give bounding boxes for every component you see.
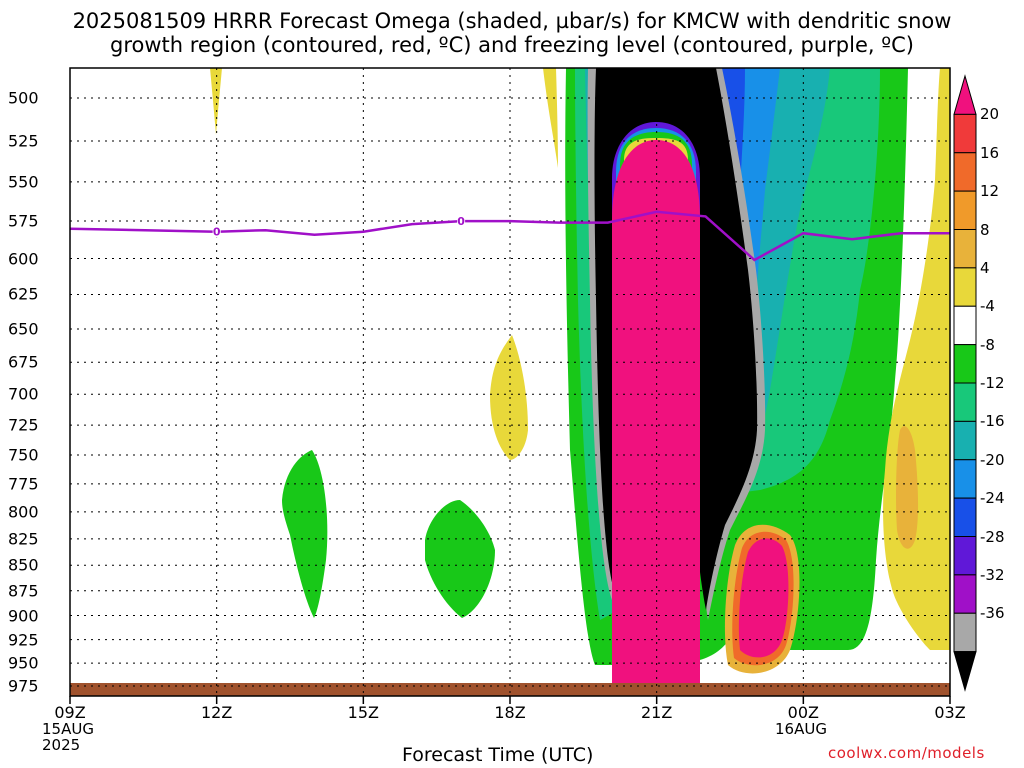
colorbar-swatch bbox=[953, 420, 977, 461]
y-tick-label: 800 bbox=[8, 502, 39, 522]
y-tick-label: 775 bbox=[8, 474, 39, 494]
y-tick-label: 900 bbox=[8, 606, 39, 626]
y-tick-label: 500 bbox=[8, 88, 39, 108]
x-subtick-year: 2025 bbox=[42, 736, 81, 754]
x-subtick-00z: 16AUG bbox=[775, 721, 827, 737]
colorbar-tick-label: -32 bbox=[980, 565, 1005, 584]
y-tick-label: 575 bbox=[8, 211, 39, 231]
x-subtick-09z: 15AUG 2025 bbox=[42, 721, 94, 753]
colorbar-swatch bbox=[953, 497, 977, 537]
x-tick-label: 21Z bbox=[640, 703, 673, 722]
x-subtick-date: 16AUG bbox=[775, 720, 827, 738]
colorbar-swatch bbox=[953, 536, 977, 576]
colorbar-swatch bbox=[953, 190, 977, 230]
colorbar-swatch bbox=[953, 651, 977, 692]
y-tick-label: 975 bbox=[8, 676, 39, 696]
y-tick-label: 525 bbox=[8, 131, 39, 151]
x-tick-label: 03Z bbox=[934, 703, 966, 722]
colorbar-tick-label: 12 bbox=[980, 182, 1000, 201]
x-tick-label: 15Z bbox=[347, 703, 379, 722]
y-tick-label: 650 bbox=[8, 319, 39, 339]
omega-shading bbox=[70, 68, 950, 696]
y-tick-label: 700 bbox=[8, 384, 39, 404]
colorbar-tick-label: -8 bbox=[980, 335, 995, 354]
colorbar-tick-label: 8 bbox=[980, 220, 990, 239]
colorbar-tick-label: -12 bbox=[980, 374, 1005, 392]
x-tick-label: 18Z bbox=[494, 703, 526, 722]
colorbar-swatch bbox=[953, 612, 977, 653]
y-tick-label: 725 bbox=[8, 415, 39, 435]
colorbar-tick-label: -4 bbox=[980, 297, 995, 316]
x-axis-title: Forecast Time (UTC) bbox=[402, 744, 594, 766]
colorbar-swatch bbox=[953, 152, 977, 192]
colorbar-swatch bbox=[953, 382, 977, 422]
colorbar-tick-label: -16 bbox=[980, 412, 1005, 431]
colorbar-tick-label: -36 bbox=[980, 604, 1005, 623]
colorbar-swatch bbox=[953, 113, 977, 154]
y-tick-label: 925 bbox=[8, 630, 39, 650]
contour-label: 0 bbox=[213, 226, 221, 239]
freezing-level-line: 00 bbox=[69, 210, 950, 262]
colorbar-tick-label: -24 bbox=[980, 489, 1005, 508]
x-tick-label: 00Z bbox=[787, 703, 819, 722]
colorbar-swatch bbox=[953, 229, 977, 269]
colorbar-tick-label: 4 bbox=[980, 258, 990, 277]
colorbar-tick-label: 16 bbox=[980, 143, 1000, 162]
x-tick-label: 12Z bbox=[200, 703, 233, 722]
chart-title-line1: 2025081509 HRRR Forecast Omega (shaded, … bbox=[72, 9, 952, 33]
colorbar-tick-label: -28 bbox=[980, 527, 1005, 546]
x-subtick-date: 15AUG bbox=[42, 720, 94, 738]
colorbar-swatch bbox=[953, 305, 977, 346]
colorbar-tick-label: 20 bbox=[980, 105, 1000, 124]
x-axis-ticks bbox=[69, 696, 951, 704]
chart-title-line2: growth region (contoured, red, ºC) and f… bbox=[110, 33, 914, 57]
contour-label: 0 bbox=[457, 215, 465, 228]
y-tick-label: 625 bbox=[8, 284, 39, 304]
colorbar bbox=[953, 74, 977, 692]
y-tick-label: 850 bbox=[8, 555, 39, 575]
colorbar-swatch bbox=[953, 574, 977, 614]
y-tick-label: 950 bbox=[8, 653, 39, 673]
colorbar-swatch bbox=[953, 344, 977, 384]
x-tick-label: 09Z bbox=[54, 703, 86, 722]
y-tick-label: 600 bbox=[8, 249, 39, 269]
colorbar-swatch bbox=[953, 74, 977, 115]
y-tick-label: 875 bbox=[8, 581, 39, 601]
freezing-level-contour bbox=[69, 210, 950, 262]
y-tick-label: 825 bbox=[8, 529, 39, 549]
contour-label-bg bbox=[457, 215, 466, 228]
colorbar-swatch bbox=[953, 267, 977, 307]
y-tick-label: 675 bbox=[8, 352, 39, 372]
y-tick-label: 550 bbox=[8, 172, 39, 192]
colorbar-tick-label: -20 bbox=[980, 450, 1005, 469]
y-tick-label: 750 bbox=[8, 445, 39, 465]
contour-label-bg bbox=[212, 225, 221, 238]
colorbar-swatch bbox=[953, 459, 977, 499]
watermark-link[interactable]: coolwx.com/models bbox=[828, 744, 985, 762]
